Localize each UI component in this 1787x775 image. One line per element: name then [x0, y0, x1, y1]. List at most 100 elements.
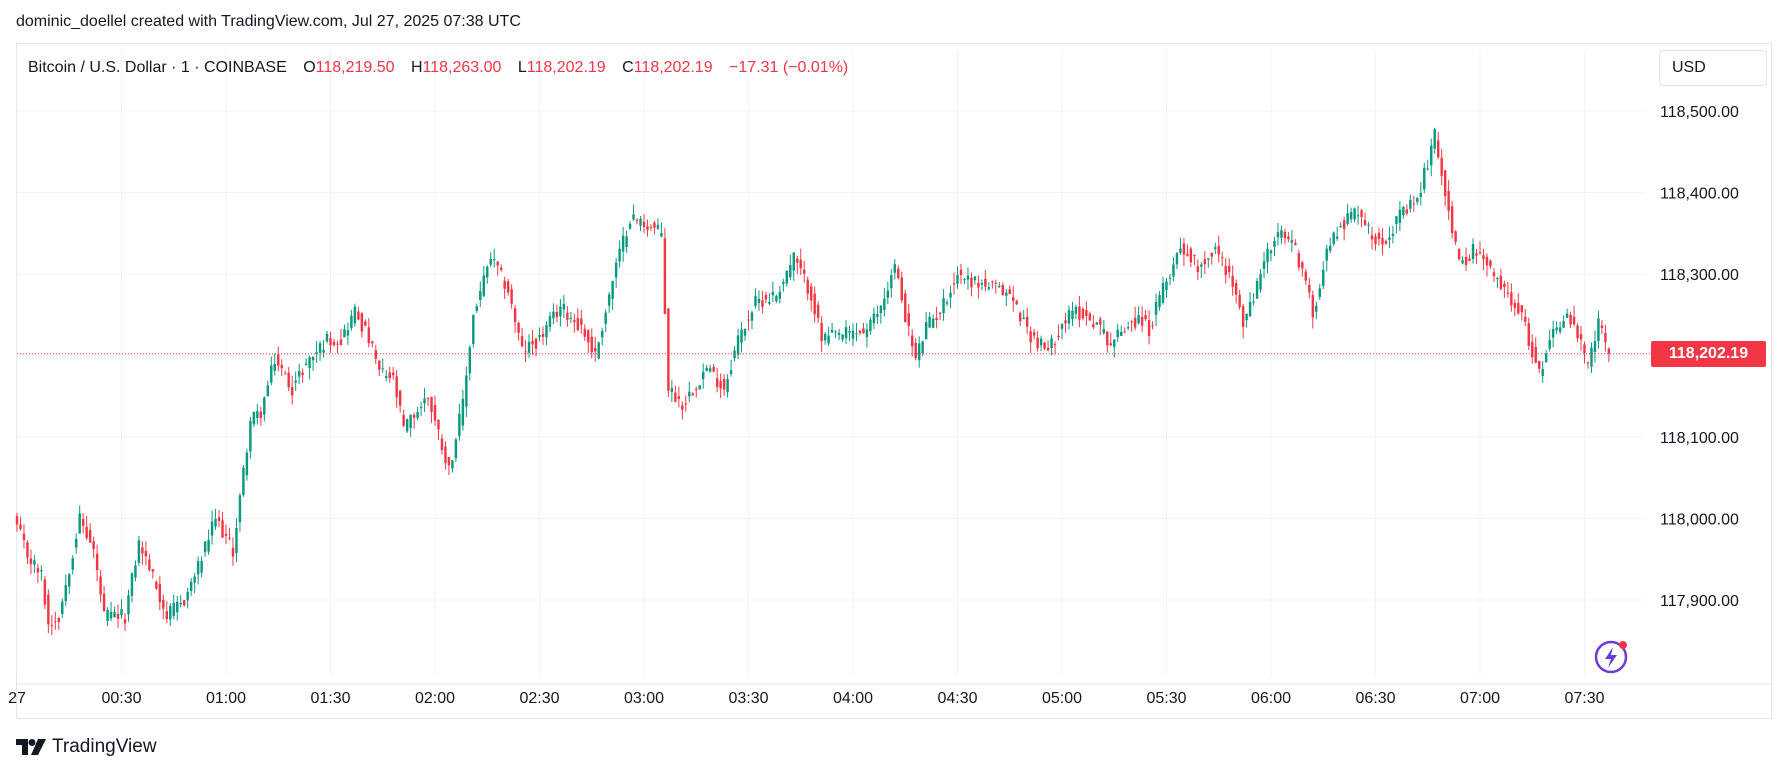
candle-body — [273, 364, 276, 371]
candle-body — [1391, 233, 1395, 236]
candle-body — [1015, 300, 1018, 305]
candle-body — [1506, 292, 1510, 294]
lightning-assistant-icon[interactable] — [1592, 638, 1630, 681]
candle-body — [576, 317, 580, 331]
candle-body — [562, 303, 566, 310]
candle-body — [848, 331, 851, 333]
candle-body — [430, 396, 433, 413]
candle-body — [447, 456, 451, 466]
candle-body — [1398, 209, 1402, 223]
candle-body — [984, 278, 987, 287]
candle-body — [1423, 167, 1426, 190]
tradingview-footer[interactable]: TradingView — [16, 736, 157, 758]
candle-body — [33, 560, 36, 565]
candle-body — [869, 319, 872, 332]
candle-body — [618, 248, 621, 262]
candle-body — [263, 397, 266, 415]
candle-body — [360, 313, 364, 332]
candle-body — [116, 613, 120, 619]
symbol-header: Bitcoin / U.S. Dollar · 1 · COINBASE O11… — [28, 59, 848, 77]
candle-body — [569, 317, 573, 319]
candle-body — [1541, 369, 1544, 377]
candle-body — [71, 558, 74, 570]
candle-body — [1269, 250, 1273, 254]
candle-body — [566, 312, 569, 320]
candle-body — [214, 518, 217, 527]
candle-body — [1517, 303, 1520, 314]
candle-body — [391, 372, 395, 376]
candle-body — [1308, 284, 1311, 293]
candle-body — [106, 609, 109, 622]
candle-body — [851, 330, 855, 339]
candle-body — [1360, 210, 1363, 218]
candle-body — [210, 521, 214, 536]
x-tick-label: 05:30 — [1146, 690, 1186, 707]
x-tick-label: 02:30 — [519, 690, 559, 707]
candle-body — [1290, 240, 1294, 243]
candle-body — [1604, 333, 1607, 343]
candle-body — [977, 282, 980, 288]
candle-body — [1325, 248, 1328, 261]
candle-body — [904, 293, 907, 323]
candle-body — [1259, 274, 1262, 290]
candle-body — [381, 368, 384, 370]
candle-body — [1151, 325, 1154, 327]
candle-body — [931, 318, 935, 328]
candle-body — [1297, 253, 1301, 268]
candle-body — [663, 238, 667, 314]
candle-body — [1583, 344, 1586, 353]
candle-body — [809, 286, 813, 301]
candle-body — [1186, 253, 1189, 256]
candle-body — [722, 378, 726, 390]
candle-body — [1454, 231, 1457, 242]
candle-body — [1039, 338, 1043, 346]
candle-body — [1179, 248, 1182, 253]
candle-body — [1328, 245, 1332, 251]
candle-body — [440, 438, 444, 451]
candle-body — [412, 414, 416, 418]
candle-body — [768, 302, 771, 304]
candle-body — [949, 292, 952, 298]
candle-body — [1311, 295, 1315, 318]
candle-body — [1402, 207, 1405, 216]
y-tick-label: 118,000.00 — [1660, 512, 1739, 529]
candle-body — [496, 261, 499, 266]
candle-body — [935, 317, 938, 321]
candle-body — [1224, 265, 1227, 275]
candle-body — [1182, 243, 1186, 255]
symbol-title[interactable]: Bitcoin / U.S. Dollar · 1 · COINBASE — [28, 59, 287, 76]
candle-body — [594, 347, 597, 352]
candle-body — [339, 339, 343, 345]
candle-body — [1597, 318, 1600, 342]
candle-body — [928, 316, 931, 328]
candle-body — [1053, 344, 1057, 346]
candle-body — [1283, 231, 1287, 239]
candle-body — [1600, 325, 1604, 328]
candle-body — [635, 219, 639, 221]
candle-body — [1531, 341, 1534, 358]
candle-body — [573, 320, 576, 323]
candle-body — [879, 305, 883, 314]
candle-body — [235, 527, 238, 554]
candle-body — [1280, 230, 1283, 238]
candle-body — [499, 267, 503, 270]
currency-selector[interactable]: USD — [1659, 50, 1767, 86]
candle-body — [207, 539, 210, 552]
candle-body — [785, 271, 789, 284]
candle-body — [402, 414, 405, 426]
candle-body — [1133, 318, 1137, 328]
candle-body — [1116, 329, 1119, 338]
candle-body — [503, 280, 506, 289]
candle-body — [803, 269, 806, 274]
candle-body — [834, 331, 837, 333]
high-label: H — [410, 59, 423, 76]
candle-body — [409, 414, 412, 428]
candle-body — [1503, 283, 1506, 288]
candle-body — [1586, 362, 1590, 364]
candle-body — [677, 396, 681, 400]
x-tick-label: 00:30 — [101, 690, 141, 707]
candle-body — [587, 330, 590, 343]
candle-body — [364, 321, 367, 326]
candle-body — [189, 581, 193, 591]
